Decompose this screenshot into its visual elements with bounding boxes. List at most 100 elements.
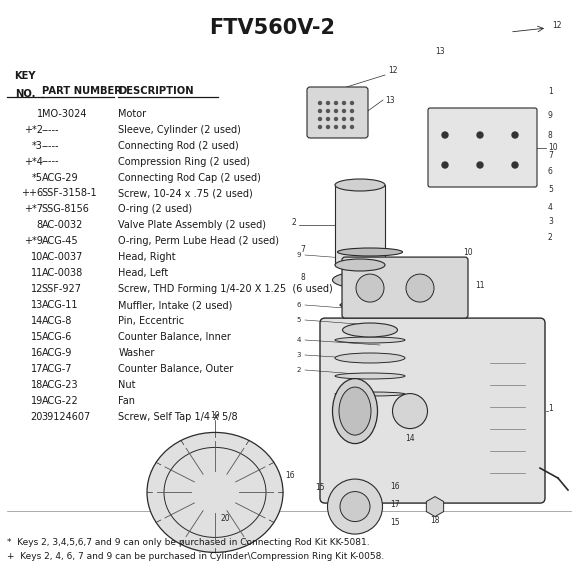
Text: 17: 17 <box>31 364 43 374</box>
Text: Sleeve, Cylinder (2 used): Sleeve, Cylinder (2 used) <box>118 125 242 135</box>
Text: +*9: +*9 <box>24 237 43 246</box>
Circle shape <box>335 109 338 113</box>
Text: 4: 4 <box>297 337 301 343</box>
Circle shape <box>318 101 321 105</box>
Text: 18: 18 <box>430 516 440 525</box>
Ellipse shape <box>356 274 384 302</box>
Ellipse shape <box>340 301 400 309</box>
Text: +*4: +*4 <box>24 157 43 166</box>
Text: 15: 15 <box>390 517 399 526</box>
Circle shape <box>350 101 354 105</box>
Text: Connecting Rod Cap (2 used): Connecting Rod Cap (2 used) <box>118 173 261 182</box>
Text: 2: 2 <box>548 233 553 242</box>
Text: 6: 6 <box>548 168 553 177</box>
Ellipse shape <box>335 259 385 271</box>
FancyBboxPatch shape <box>307 87 368 138</box>
Text: Screw, THD Forming 1/4-20 X 1.25  (6 used): Screw, THD Forming 1/4-20 X 1.25 (6 used… <box>118 284 334 294</box>
Circle shape <box>343 118 346 121</box>
Circle shape <box>327 118 329 121</box>
Ellipse shape <box>338 248 402 256</box>
Bar <box>335 185 385 265</box>
Text: 39124607: 39124607 <box>42 412 91 422</box>
Text: 18: 18 <box>31 380 43 390</box>
Text: SSF-927: SSF-927 <box>42 284 81 294</box>
Text: 1: 1 <box>37 109 43 119</box>
Circle shape <box>318 118 321 121</box>
Text: 8: 8 <box>37 220 43 230</box>
Text: Valve Plate Assembly (2 used): Valve Plate Assembly (2 used) <box>118 220 266 230</box>
Text: ++6: ++6 <box>21 188 43 199</box>
Text: 5: 5 <box>297 317 301 323</box>
Text: Head, Left: Head, Left <box>118 268 169 278</box>
Text: Compression Ring (2 used): Compression Ring (2 used) <box>118 157 250 166</box>
Text: MO-3024: MO-3024 <box>42 109 86 119</box>
Circle shape <box>335 101 338 105</box>
Circle shape <box>327 109 329 113</box>
Ellipse shape <box>335 353 405 363</box>
Text: AC-0032: AC-0032 <box>42 220 83 230</box>
Circle shape <box>335 118 338 121</box>
Text: 20: 20 <box>220 514 230 523</box>
Text: Muffler, Intake (2 used): Muffler, Intake (2 used) <box>118 300 233 310</box>
Text: ACG-23: ACG-23 <box>42 380 78 390</box>
Circle shape <box>350 109 354 113</box>
Text: -----: ----- <box>42 125 59 135</box>
Text: 8: 8 <box>300 273 305 282</box>
Circle shape <box>442 162 448 168</box>
Text: Screw, Self Tap 1/4 x 5/8: Screw, Self Tap 1/4 x 5/8 <box>118 412 238 422</box>
Text: *  Keys 2, 3,4,5,6,7 and 9 can only be purchased in Connecting Rod Kit KK-5081.: * Keys 2, 3,4,5,6,7 and 9 can only be pu… <box>7 538 369 547</box>
Text: +*2: +*2 <box>24 125 43 135</box>
Ellipse shape <box>332 271 407 289</box>
Text: 7: 7 <box>300 245 305 254</box>
Circle shape <box>327 101 329 105</box>
Text: 14: 14 <box>405 434 415 443</box>
Text: 5: 5 <box>548 186 553 195</box>
Text: Connecting Rod (2 used): Connecting Rod (2 used) <box>118 140 239 151</box>
Text: Counter Balance, Outer: Counter Balance, Outer <box>118 364 234 374</box>
Text: SSG-8156: SSG-8156 <box>42 204 90 215</box>
Text: ACG-22: ACG-22 <box>42 396 79 406</box>
Text: 1: 1 <box>548 88 553 96</box>
Ellipse shape <box>406 274 434 302</box>
Text: 9: 9 <box>548 110 553 119</box>
Text: 14: 14 <box>31 316 43 326</box>
Text: Washer: Washer <box>118 348 155 358</box>
Text: 16: 16 <box>390 482 399 491</box>
Text: 11: 11 <box>31 268 43 278</box>
Circle shape <box>335 126 338 128</box>
Ellipse shape <box>335 392 405 396</box>
Text: 6: 6 <box>297 302 301 308</box>
Text: AC-0038: AC-0038 <box>42 268 83 278</box>
Text: 3: 3 <box>548 217 553 226</box>
FancyBboxPatch shape <box>342 257 468 318</box>
Text: 12: 12 <box>388 66 398 75</box>
Text: -----: ----- <box>42 140 59 151</box>
Text: 17: 17 <box>390 500 399 509</box>
Circle shape <box>343 126 346 128</box>
Circle shape <box>318 109 321 113</box>
FancyBboxPatch shape <box>428 108 537 187</box>
Text: 16: 16 <box>31 348 43 358</box>
Ellipse shape <box>340 491 370 522</box>
Text: *3: *3 <box>32 140 43 151</box>
Text: Fan: Fan <box>118 396 135 406</box>
Text: 20: 20 <box>31 412 43 422</box>
Circle shape <box>512 132 518 138</box>
Circle shape <box>477 132 483 138</box>
Circle shape <box>512 162 518 168</box>
Circle shape <box>318 126 321 128</box>
Ellipse shape <box>335 373 405 379</box>
Ellipse shape <box>339 387 371 435</box>
Text: FTV560V-2: FTV560V-2 <box>209 18 335 38</box>
Circle shape <box>350 118 354 121</box>
Text: 12: 12 <box>552 22 561 31</box>
Ellipse shape <box>343 323 398 337</box>
Text: 9: 9 <box>297 252 301 258</box>
Text: 19: 19 <box>210 411 220 421</box>
Text: PART NUMBER: PART NUMBER <box>42 85 121 96</box>
Text: 15: 15 <box>31 332 43 342</box>
Ellipse shape <box>147 432 283 552</box>
Text: ACG-6: ACG-6 <box>42 332 72 342</box>
Text: 10: 10 <box>31 252 43 262</box>
FancyBboxPatch shape <box>320 318 545 503</box>
